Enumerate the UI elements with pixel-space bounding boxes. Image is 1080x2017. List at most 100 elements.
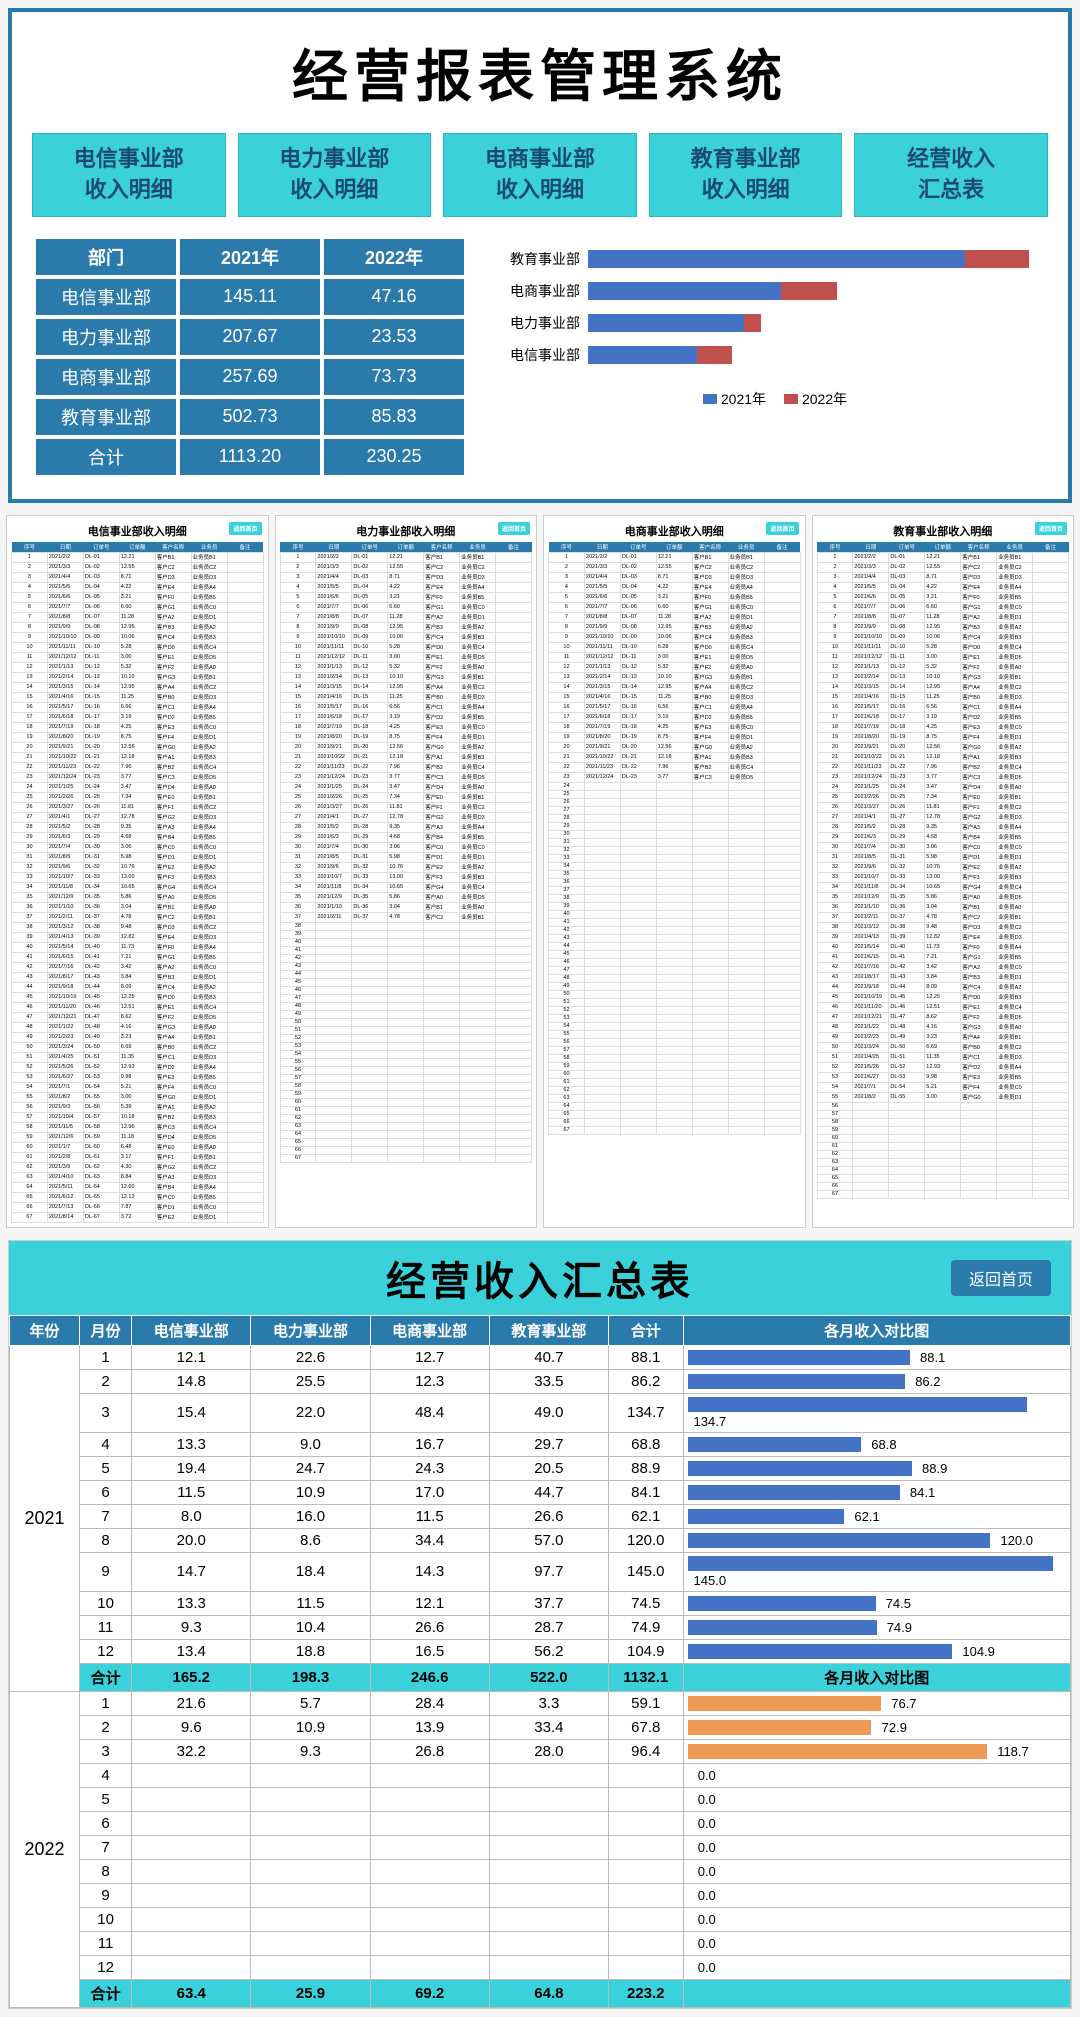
detail-customer: 客户G2 bbox=[155, 1162, 191, 1172]
nav-education[interactable]: 教育事业部收入明细 bbox=[649, 133, 843, 217]
detail-sales: 业务员D1 bbox=[460, 612, 496, 622]
detail-idx: 49 bbox=[817, 1032, 853, 1042]
detail-empty bbox=[997, 1182, 1033, 1190]
detail-date: 2021/2/2 bbox=[47, 552, 83, 562]
detail-customer: 客户C2 bbox=[961, 562, 997, 572]
detail-customer: 客户E4 bbox=[424, 582, 460, 592]
detail-empty bbox=[764, 822, 800, 830]
detail-customer: 客户A2 bbox=[961, 612, 997, 622]
detail-empty bbox=[620, 870, 656, 878]
detail-note bbox=[227, 1192, 263, 1202]
detail-idx: 48 bbox=[12, 1022, 48, 1032]
detail-row: 462021/11/20DL-4612.51客户E1业务员C4 bbox=[817, 1002, 1069, 1012]
detail-customer: 客户G1 bbox=[424, 602, 460, 612]
bot-total-cell: 合计 bbox=[80, 1979, 132, 2007]
detail-sales: 业务员D3 bbox=[728, 572, 764, 582]
detail-empty bbox=[388, 938, 424, 946]
detail-empty bbox=[424, 1138, 460, 1146]
back-mini-button[interactable]: 返回首页 bbox=[1035, 522, 1067, 535]
detail-idx: 67 bbox=[817, 1190, 853, 1198]
detail-empty bbox=[316, 1074, 352, 1082]
detail-amount: 3.47 bbox=[925, 782, 961, 792]
detail-idx: 65 bbox=[280, 1138, 316, 1146]
detail-empty bbox=[388, 946, 424, 954]
back-mini-button[interactable]: 返回首页 bbox=[766, 522, 798, 535]
detail-row: 442021/9/18DL-448.09客户C4业务员A2 bbox=[12, 982, 264, 992]
detail-idx: 51 bbox=[817, 1052, 853, 1062]
detail-sales: 业务员D3 bbox=[997, 812, 1033, 822]
detail-row: 302021/7/4DL-303.06客户C0业务员C0 bbox=[280, 842, 532, 852]
detail-empty bbox=[692, 1030, 728, 1038]
detail-date: 2021/9/3 bbox=[47, 1102, 83, 1112]
detail-row: 102021/11/11DL-105.28客户D0业务员C4 bbox=[12, 642, 264, 652]
detail-order: DL-01 bbox=[620, 552, 656, 562]
detail-amount: 7.21 bbox=[119, 952, 155, 962]
detail-empty bbox=[692, 1118, 728, 1126]
detail-row: 292021/6/3DL-294.68客户B4业务员B5 bbox=[280, 832, 532, 842]
detail-sales: 业务员D3 bbox=[191, 932, 227, 942]
detail-panel: 电商事业部收入明细 返回首页 序号日期订单号订单额客户名称业务员备注12021/… bbox=[543, 515, 806, 1228]
detail-amount: 10.10 bbox=[388, 672, 424, 682]
detail-row: 152021/4/16DL-1511.25客户B0业务员D3 bbox=[817, 692, 1069, 702]
bot-cell bbox=[489, 1787, 608, 1811]
bot-cell bbox=[489, 1763, 608, 1787]
detail-note bbox=[1033, 962, 1069, 972]
detail-empty bbox=[620, 1054, 656, 1062]
detail-note bbox=[1033, 832, 1069, 842]
detail-empty bbox=[728, 998, 764, 1006]
nav-ecommerce[interactable]: 电商事业部收入明细 bbox=[443, 133, 637, 217]
detail-note bbox=[496, 732, 532, 742]
detail-row: 162021/5/17DL-166.56客户C1业务员A4 bbox=[12, 702, 264, 712]
detail-row: 182021/7/19DL-184.25客户E3业务员C0 bbox=[817, 722, 1069, 732]
detail-customer: 客户D0 bbox=[961, 642, 997, 652]
detail-order: DL-10 bbox=[620, 642, 656, 652]
nav-summary[interactable]: 经营收入汇总表 bbox=[854, 133, 1048, 217]
bot-bar-cell: 118.7 bbox=[683, 1739, 1070, 1763]
row-bar bbox=[688, 1696, 882, 1711]
detail-col-header: 订单额 bbox=[119, 542, 155, 553]
detail-note bbox=[1033, 1002, 1069, 1012]
detail-row: 25 bbox=[549, 790, 801, 798]
nav-power[interactable]: 电力事业部收入明细 bbox=[238, 133, 432, 217]
back-mini-button[interactable]: 返回首页 bbox=[498, 522, 530, 535]
detail-sales: 业务员D3 bbox=[460, 692, 496, 702]
detail-idx: 48 bbox=[280, 1002, 316, 1010]
detail-date: 2021/7/7 bbox=[584, 602, 620, 612]
back-home-button[interactable]: 返回首页 bbox=[951, 1260, 1051, 1296]
summary-body: 电信事业部 145.11 47.16 电力事业部 207.67 23.53 电商… bbox=[36, 279, 464, 435]
detail-amount: 6.56 bbox=[388, 702, 424, 712]
detail-idx: 11 bbox=[280, 652, 316, 662]
detail-order: DL-02 bbox=[83, 562, 119, 572]
detail-idx: 18 bbox=[280, 722, 316, 732]
back-mini-button[interactable]: 返回首页 bbox=[229, 522, 261, 535]
detail-empty bbox=[316, 1034, 352, 1042]
detail-row: 112021/12/12DL-113.00客户E1业务员D5 bbox=[12, 652, 264, 662]
bot-cell: 4 bbox=[80, 1763, 132, 1787]
detail-row: 92021/10/10DL-0910.06客户C4业务员B3 bbox=[12, 632, 264, 642]
detail-empty bbox=[460, 930, 496, 938]
detail-idx: 27 bbox=[280, 812, 316, 822]
detail-empty bbox=[460, 1146, 496, 1154]
detail-sales: 业务员B5 bbox=[191, 952, 227, 962]
detail-note bbox=[227, 892, 263, 902]
detail-sales: 业务员A0 bbox=[728, 662, 764, 672]
detail-order: DL-30 bbox=[352, 842, 388, 852]
detail-order: DL-30 bbox=[889, 842, 925, 852]
detail-customer: 客户G2 bbox=[424, 812, 460, 822]
detail-row: 112021/12/12DL-113.00客户E1业务员D5 bbox=[280, 652, 532, 662]
detail-sales: 业务员B5 bbox=[997, 832, 1033, 842]
detail-sales: 业务员C2 bbox=[460, 802, 496, 812]
detail-date: 2021/12/9 bbox=[853, 892, 889, 902]
detail-empty bbox=[656, 854, 692, 862]
detail-date: 2021/2/26 bbox=[47, 792, 83, 802]
detail-empty bbox=[764, 798, 800, 806]
detail-amount: 12.96 bbox=[119, 1122, 155, 1132]
detail-idx: 22 bbox=[12, 762, 48, 772]
detail-amount: 12.55 bbox=[119, 562, 155, 572]
detail-date: 2021/6/6 bbox=[47, 592, 83, 602]
nav-telecom[interactable]: 电信事业部收入明细 bbox=[32, 133, 226, 217]
detail-date: 2021/2/11 bbox=[47, 912, 83, 922]
detail-customer: 客户D2 bbox=[961, 712, 997, 722]
detail-row: 112021/12/12DL-113.00客户E1业务员D5 bbox=[817, 652, 1069, 662]
detail-empty bbox=[352, 1042, 388, 1050]
